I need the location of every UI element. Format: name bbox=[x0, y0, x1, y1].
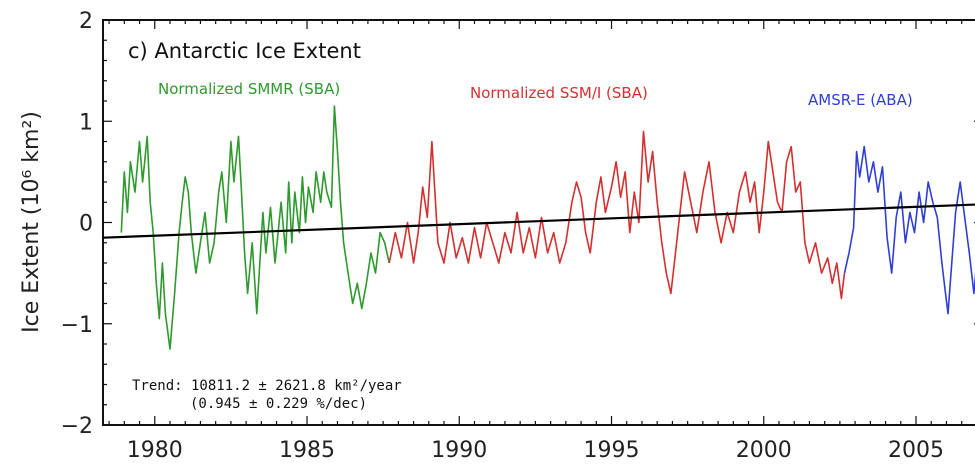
y-tick-label: 1 bbox=[79, 110, 93, 135]
trend-text-line2: (0.945 ± 0.229 %/dec) bbox=[190, 396, 367, 412]
x-tick-label: 1995 bbox=[584, 438, 640, 463]
x-tick-label: 1980 bbox=[127, 438, 183, 463]
trend-text-line1: Trend: 10811.2 ± 2621.8 km²/year bbox=[132, 378, 402, 394]
y-tick-label: −2 bbox=[61, 414, 93, 439]
x-tick-label: 2000 bbox=[736, 438, 792, 463]
trend-line bbox=[102, 203, 975, 239]
series-line-0 bbox=[120, 105, 390, 350]
series-line-2 bbox=[843, 145, 975, 315]
y-tick-label: 2 bbox=[79, 9, 93, 34]
smmr-label: Normalized SMMR (SBA) bbox=[158, 80, 340, 98]
series-layer bbox=[120, 105, 975, 350]
ticks-layer: 1980 1985 1990 1995 2000 2005 −2 −1 0 1 2 bbox=[61, 9, 975, 463]
y-tick-label: 0 bbox=[79, 212, 93, 237]
ssmi-label: Normalized SSM/I (SBA) bbox=[470, 84, 648, 102]
chart-title: c) Antarctic Ice Extent bbox=[128, 39, 361, 63]
y-tick-label: −1 bbox=[61, 313, 93, 338]
x-tick-label: 2005 bbox=[888, 438, 944, 463]
x-tick-label: 1990 bbox=[431, 438, 487, 463]
series-line-1 bbox=[388, 130, 846, 300]
x-tick-label: 1985 bbox=[279, 438, 335, 463]
y-axis-title: Ice Extent (10⁶ km²) bbox=[19, 111, 44, 333]
amsre-label: AMSR-E (ABA) bbox=[808, 91, 913, 109]
trend-layer bbox=[102, 203, 975, 239]
